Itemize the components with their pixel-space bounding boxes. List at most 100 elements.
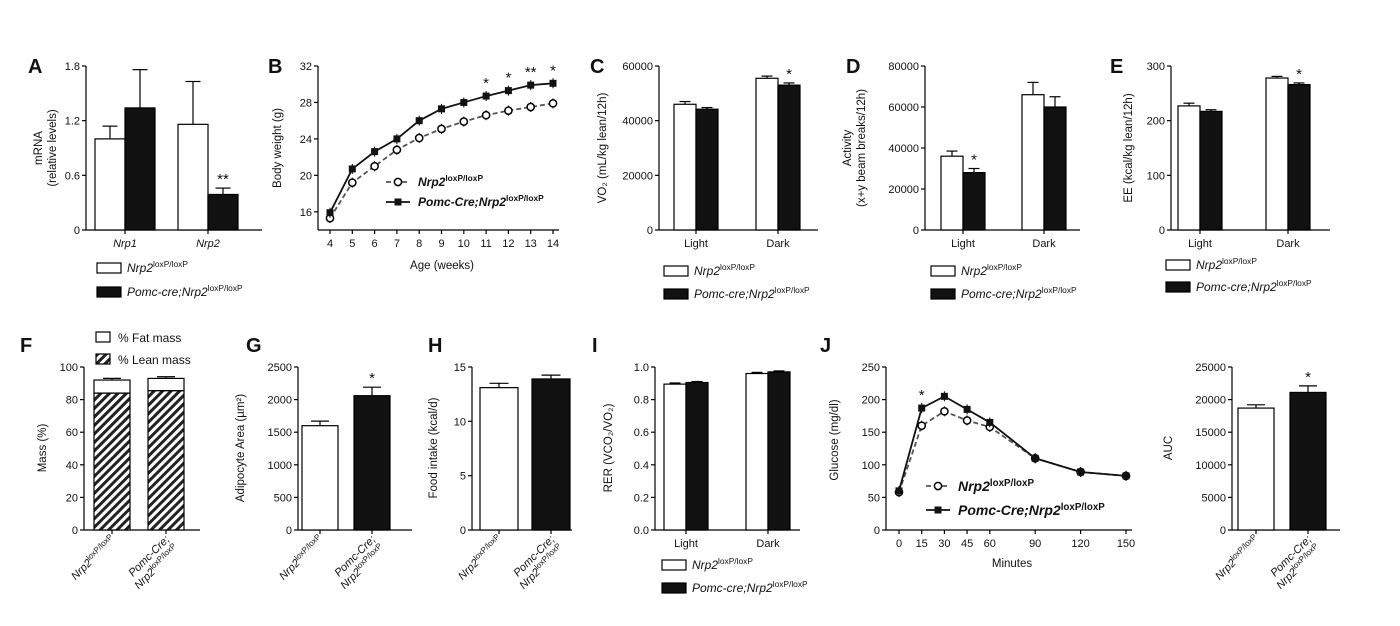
panel-B-point-control [347, 178, 357, 187]
legend-label-control-sup: loxP/loxP [1222, 256, 1257, 266]
panel-H-y-tick-label: 15 [454, 362, 466, 374]
panel-B-point-control [414, 133, 424, 143]
panel-J2-y-tick-label: 25000 [1195, 362, 1226, 374]
panel-J-point-mutant [1122, 472, 1130, 480]
panel-D-y-label: Activity [842, 130, 854, 167]
panel-C-y-tick-label: 40000 [622, 116, 653, 128]
legend-swatch-control [930, 265, 956, 277]
panel-B-significance: * [505, 70, 511, 87]
legend-swatch-control [1165, 259, 1191, 271]
legend-label-control: Nrp2loxP/loxP [694, 262, 755, 278]
panel-G-x-label-mutant: Pomc-Cre;Nrp2loxP/loxP [329, 534, 387, 592]
panel-D-y-tick-label: 40000 [888, 143, 919, 155]
legend-b-label-mutant-sup: loxP/loxP [506, 193, 544, 203]
legend-swatch-control [661, 559, 687, 571]
legend-label-mutant-sup: loxP/loxP [775, 285, 810, 295]
panel-J-series-mutant-line [898, 395, 1127, 492]
panel-J-y-tick-label: 150 [862, 427, 880, 439]
panel-J-y-tick-label: 250 [862, 362, 880, 374]
panel-B-point-mutant [348, 165, 356, 173]
legend-b-label-control: Nrp2loxP/loxP [418, 173, 483, 189]
panel-B-y-label: Body weight (g) [272, 108, 284, 188]
legend-label-mutant-prefix: Pomc-cre; [1196, 280, 1251, 294]
panel-B-point-mutant [504, 87, 512, 95]
panel-B-point-mutant [393, 135, 401, 143]
panel-A-bar [94, 138, 126, 231]
panel-J2-y-tick-label: 0 [1220, 525, 1226, 537]
legend-label-mutant-prefix: Pomc-cre; [694, 287, 749, 301]
panel-J-point-control [917, 421, 927, 431]
panel-E-significance: * [1296, 66, 1302, 83]
legend-label-mutant-prefix: Pomc-cre; [692, 581, 747, 595]
panel-A-y-label-2: (relative levels) [47, 109, 59, 186]
panel-D: 0 20000 40000 60000 80000 Light * Dark Activity(… [842, 61, 1080, 301]
panel-F-bar-lean [93, 392, 131, 531]
panel-J-point-mutant [986, 418, 994, 426]
panel-I-y-tick-label: 0.6 [634, 427, 649, 439]
panel-J-x-label: Minutes [992, 558, 1033, 570]
panel-G-x-label-control-sup: loxP/loxP [293, 532, 323, 562]
legend-j-label-mutant: Pomc-Cre;Nrp2loxP/loxP [958, 502, 1105, 518]
legend-label-mutant: Pomc-cre;Nrp2loxP/loxP [1196, 278, 1312, 294]
panel-J: 0 50 100 150 200 250 0 15 30 45 60 90 120 150 * Glucose… [829, 362, 1135, 570]
legend-label-control: Nrp2loxP/loxP [961, 262, 1022, 278]
panel-C-bar [673, 103, 697, 231]
panel-B-x-tick-label: 4 [327, 238, 333, 250]
legend-b-marker-mutant [394, 198, 402, 206]
panel-F-x-label-control-sup: loxP/loxP [85, 532, 115, 562]
panel-J-point-control [940, 406, 949, 416]
panel-B-point-control [370, 161, 379, 171]
panel-E-y-label: EE (kcal/kg lean/12h) [1123, 93, 1135, 202]
legend-label-control: Nrp2loxP/loxP [127, 259, 188, 275]
panel-E-y-tick-label: 0 [1159, 225, 1165, 237]
panel-C-x-tick-label: Light [684, 238, 708, 250]
panel-J-y-tick-label: 200 [862, 395, 880, 407]
panel-C-y-tick-label: 20000 [622, 170, 653, 182]
panel-J-point-mutant [918, 404, 926, 412]
panel-C-y-tick-label: 0 [647, 225, 653, 237]
panel-F-x-label-control: Nrp2loxP/loxP [68, 532, 118, 582]
panel-B-point-mutant [549, 79, 557, 87]
panel-I-y-tick-label: 0.8 [634, 395, 649, 407]
panel-B-point-mutant [527, 81, 535, 89]
legend-label-control-sup: loxP/loxP [987, 262, 1022, 272]
panel-H-y-tick-label: 5 [460, 471, 466, 483]
panel-A-y-tick-label: 1.8 [65, 61, 80, 73]
panel-B-point-control [548, 99, 558, 108]
panel-G-bar [301, 425, 339, 531]
panel-C-bar [695, 108, 719, 231]
legend-j-marker-control [933, 481, 943, 491]
panel-A-bar [124, 107, 156, 231]
legend-j-label-control: Nrp2loxP/loxP [958, 478, 1034, 494]
legend-label-mutant-gene: Nrp2 [1016, 287, 1042, 301]
panel-E: 0 100 200 300 Light Dark * EE (kcal/kg lean/12h… [1123, 61, 1330, 294]
panel-B-significance: * [550, 62, 556, 79]
legend-f-swatch-fat [95, 331, 111, 343]
panel-F-y-tick-label: 80 [66, 395, 78, 407]
panel-D-y-tick-label: 80000 [888, 61, 919, 73]
panel-B-x-label: Age (weeks) [410, 260, 474, 272]
panel-I-y-label: RER (VCO₂/VO₂) [603, 403, 615, 492]
panel-B-point-mutant [438, 105, 445, 113]
panel-I-y-tick-label: 0.2 [634, 492, 649, 504]
panel-I-y-tick-label: 0.4 [634, 460, 649, 472]
panel-C-bar [755, 77, 779, 231]
panel-label-h: H [428, 335, 442, 357]
legend-label-control-gene: Nrp2 [692, 558, 718, 572]
panel-J-x-tick-label: 150 [1117, 538, 1135, 550]
panel-B-x-tick-label: 6 [372, 238, 378, 250]
panel-J2-x-label-control: Nrp2loxP/loxP [1212, 532, 1262, 582]
panel-J-point-mutant [895, 487, 903, 495]
legend-label-control: Nrp2loxP/loxP [1196, 256, 1257, 272]
panel-B-significance: * [483, 75, 489, 92]
panel-G-y-tick-label: 500 [274, 492, 292, 504]
panel-B-x-tick-label: 10 [458, 238, 470, 250]
panel-D-bar [1021, 94, 1045, 231]
legend-b-label-control-gene: Nrp2 [418, 175, 446, 189]
legend-label-control-sup: loxP/loxP [718, 556, 753, 566]
panel-J-x-tick-label: 120 [1071, 538, 1089, 550]
panel-E-x-tick-label: Dark [1276, 238, 1300, 250]
panel-J-point-mutant [963, 405, 971, 413]
panel-E-y-tick-label: 300 [1147, 61, 1165, 73]
